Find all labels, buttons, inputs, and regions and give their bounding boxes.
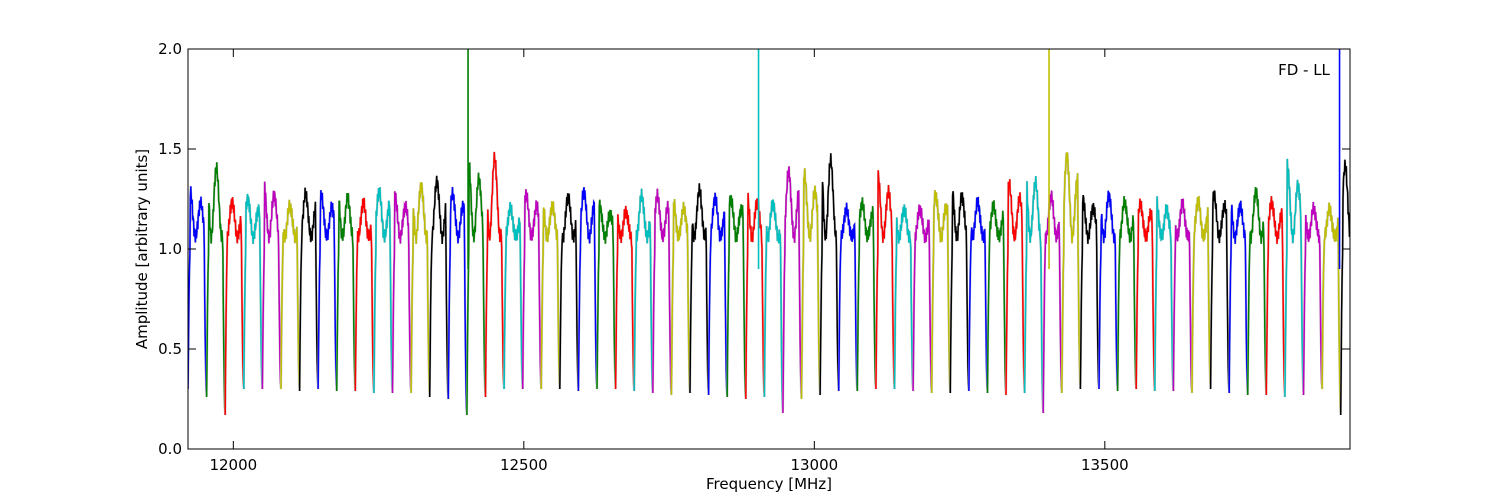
channel-line — [1209, 190, 1230, 394]
y-tick-label: 2.0 — [158, 40, 182, 58]
channel-line — [1116, 196, 1137, 392]
channel-line — [261, 181, 282, 390]
x-tick-label: 12500 — [500, 456, 548, 474]
channel-line — [447, 186, 468, 416]
y-tick-label: 0.0 — [158, 440, 182, 458]
channel-line — [391, 191, 412, 394]
channel-line — [1228, 200, 1249, 396]
channel-line — [1265, 196, 1286, 398]
channel-line — [782, 166, 803, 414]
x-tick-label: 13500 — [1081, 456, 1129, 474]
channel-line — [1042, 190, 1063, 414]
channel-line — [335, 192, 357, 392]
x-tick-label: 12000 — [209, 456, 257, 474]
x-tick-label: 13000 — [790, 456, 838, 474]
channel-line — [800, 168, 821, 400]
channel-line — [484, 151, 505, 398]
y-axis-label: Amplitude [arbitrary units] — [133, 149, 151, 349]
channel-line — [968, 196, 989, 394]
channel-line — [280, 199, 301, 392]
channel-line — [912, 204, 933, 394]
channel-line — [1246, 187, 1268, 396]
channel-line — [726, 194, 747, 400]
channel-line — [354, 197, 375, 394]
channel-line — [1172, 198, 1193, 394]
channel-line — [707, 192, 728, 398]
channel-line — [856, 197, 877, 392]
channel-line — [1005, 179, 1026, 396]
channel-line — [614, 205, 635, 392]
channel-line — [1023, 176, 1044, 414]
channel-line — [298, 187, 319, 392]
x-axis-label: Frequency [MHz] — [706, 475, 832, 493]
channel-line — [763, 199, 784, 414]
channel-line — [243, 193, 264, 390]
channel-line — [633, 188, 654, 394]
channel-line — [540, 201, 561, 390]
channel-line — [373, 187, 394, 394]
panel-annotation: FD - LL — [1278, 61, 1330, 79]
channel-line — [503, 201, 524, 390]
channel-line — [893, 204, 914, 392]
channel-line — [1098, 190, 1119, 392]
channel-line — [466, 162, 487, 416]
channel-line — [689, 183, 710, 396]
channel-line — [949, 191, 970, 394]
channel-line — [410, 182, 431, 398]
y-tick-label: 0.5 — [158, 340, 182, 358]
channel-line — [986, 200, 1007, 396]
channel-line — [1061, 152, 1082, 394]
channel-line — [1135, 198, 1156, 392]
channel-line — [577, 187, 598, 392]
channel-line — [559, 193, 580, 392]
channel-line — [317, 190, 338, 392]
plot-data — [188, 49, 1350, 416]
channel-line — [930, 190, 952, 394]
channel-line — [1191, 196, 1212, 394]
channel-line — [596, 199, 617, 390]
channel-line — [224, 197, 245, 416]
channel-line — [670, 199, 691, 396]
channel-line — [837, 202, 859, 392]
y-tick-label: 1.5 — [158, 140, 182, 158]
channel-line — [1302, 201, 1323, 396]
channel-line — [428, 175, 450, 400]
channel-line — [745, 192, 766, 400]
channel-line — [1284, 158, 1305, 398]
channel-line — [205, 162, 226, 416]
channel-line — [1339, 159, 1350, 416]
channel-line — [521, 189, 542, 390]
channel-line — [819, 153, 840, 396]
channel-line — [1154, 196, 1175, 392]
channel-line — [652, 188, 673, 396]
channel-line — [1321, 202, 1342, 416]
channel-line — [188, 186, 208, 398]
channel-line — [875, 170, 896, 390]
y-tick-label: 1.0 — [158, 240, 182, 258]
axis-ticks: 12000 12500 13000 13500 0.0 0.5 1.0 1.5 2.0 — [158, 40, 1350, 474]
channel-line — [1079, 194, 1100, 390]
